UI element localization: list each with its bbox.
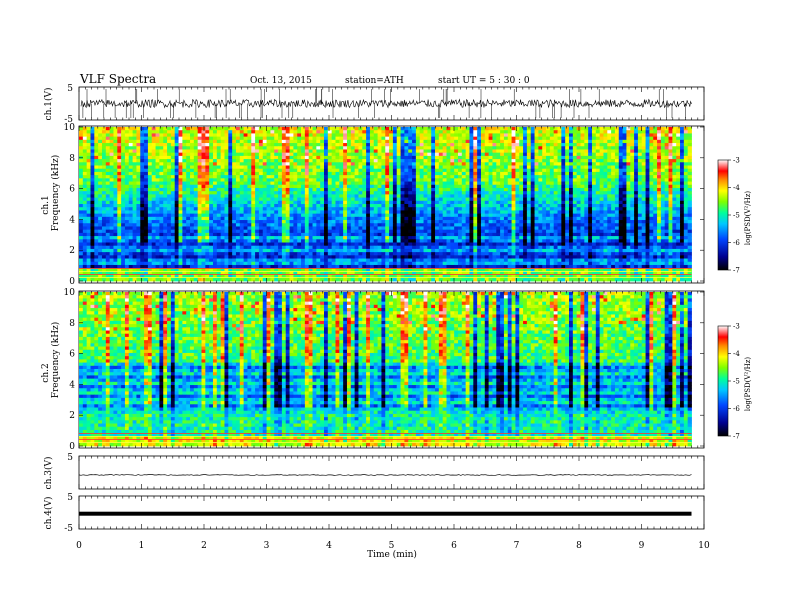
ch1-waveform-spikes [82,89,686,118]
ch1-spec-ylabel: Frequency (kHz) [50,155,61,232]
x-tick-label: 0 [76,541,82,551]
ch2-spec-ylabel-channel: ch.2 [41,363,51,382]
x-tick-label: 10 [698,541,710,551]
y-tick-label: 4 [69,215,75,225]
y-tick-label: 2 [69,246,75,256]
x-tick-label: 1 [139,541,145,551]
x-tick-label: 6 [451,541,457,551]
y-tick-label: 10 [64,123,76,133]
colorbar-tick-label: -3 [733,323,740,331]
axis-ticks [78,87,705,529]
figure-title: VLF Spectra [79,72,156,86]
ch2-colorbar-label: log(PSD(V²/Hz) [744,357,752,412]
x-tick-label: 2 [201,541,207,551]
x-tick-label: 8 [576,541,582,551]
y-tick-label: 5 [67,493,73,503]
colorbar-tick-label: -3 [733,157,740,165]
x-tick-label: 5 [389,541,395,551]
ch1-wave-ylabel: ch.1(V) [43,88,54,121]
colorbar-tick-label: -4 [733,350,740,358]
y-tick-label: 6 [69,350,75,360]
x-tick-label: 3 [264,541,270,551]
date-label: Oct. 13, 2015 [250,76,312,86]
colorbar-tick-label: -5 [733,212,740,220]
ch3-waveform-line [78,474,692,476]
ch1-waveform-line [80,98,692,109]
ch1-colorbar-label: log(PSD(V²/Hz) [744,191,752,246]
ch2-spectrogram [79,292,692,447]
ch2-colorbar: -3 -4 -5 -6 -7 log(PSD(V²/Hz) [717,323,752,441]
ch1-spectrogram [79,127,692,282]
ch1-spec-ylabel-channel: ch.1 [41,195,51,214]
y-tick-label: 10 [64,288,76,298]
y-tick-label: -5 [64,115,73,125]
x-tick-label: 7 [514,541,520,551]
y-tick-label: 0 [69,277,75,287]
colorbar-tick-label: -5 [733,378,740,386]
colorbar-tick-label: -7 [733,267,740,275]
station-label: station=ATH [345,76,404,86]
x-tick-label: 9 [639,541,645,551]
ch4-wave-ylabel: ch.4(V) [43,497,54,530]
colorbar-tick-label: -6 [733,405,740,413]
x-tick-label: 4 [326,541,332,551]
y-tick-label: 4 [69,380,75,390]
ch3-wave-ylabel: ch.3(V) [43,457,54,490]
ch4-waveform-line [79,511,692,516]
y-tick-label: 6 [69,185,75,195]
ch2-spec-ylabel: Frequency (kHz) [50,322,61,399]
y-tick-label: 5 [67,84,73,94]
y-tick-label: 0 [69,442,75,452]
x-axis-title: Time (min) [367,549,417,560]
ch1-colorbar: -3 -4 -5 -6 -7 log(PSD(V²/Hz) [717,157,752,275]
start-time-label: start UT = 5 : 30 : 0 [438,76,530,86]
colorbar-tick-label: -6 [733,239,740,247]
colorbar-tick-label: -4 [733,184,740,192]
y-tick-label: 2 [69,411,75,421]
y-tick-label: 8 [69,319,75,329]
y-tick-label: -5 [64,524,73,534]
y-tick-label: 5 [67,453,73,463]
colorbar-tick-label: -7 [733,433,740,441]
y-tick-label: 8 [69,154,75,164]
